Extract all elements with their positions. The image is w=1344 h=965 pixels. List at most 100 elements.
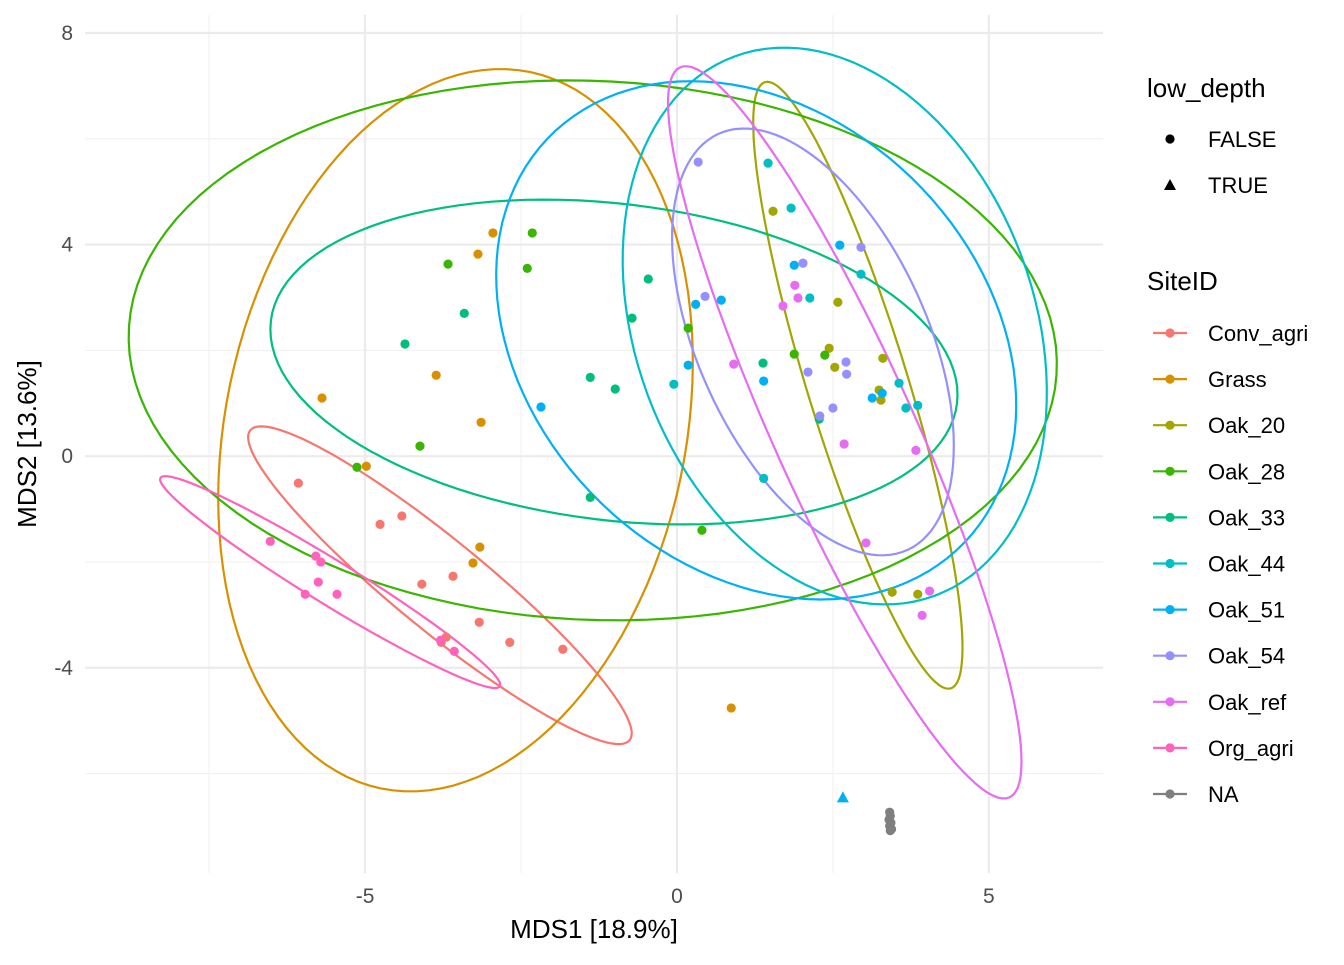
point-org-agri <box>316 557 326 567</box>
point-org-agri <box>332 589 342 599</box>
point-oak-20 <box>876 395 886 405</box>
legend: low_depth FALSE TRUE SiteID Conv_agri Gras… <box>1147 73 1308 807</box>
grid <box>85 15 1103 873</box>
point-oak-33 <box>627 313 637 323</box>
ellipse-oak-44 <box>621 46 1048 606</box>
ellipse-conv-agri <box>246 425 633 746</box>
point-oak-20 <box>878 353 888 363</box>
point-grass <box>488 228 498 238</box>
ellipse-grass <box>217 68 694 793</box>
point-oak-ref <box>861 538 871 548</box>
point-oak-44 <box>805 293 815 303</box>
legend-label-oak-28: Oak_28 <box>1208 459 1285 484</box>
legend-dot-na <box>1165 789 1175 799</box>
ellipse-oak-28 <box>127 79 1058 622</box>
point-oak-44 <box>913 400 923 410</box>
point-oak-28 <box>443 259 453 269</box>
point-grass <box>431 370 441 380</box>
point-oak-54 <box>828 403 838 413</box>
y-axis-ticks: 8 4 0 -4 <box>54 22 73 680</box>
ellipses <box>127 46 1058 800</box>
x-tick-label: 0 <box>671 885 683 908</box>
point-oak-54 <box>842 369 852 379</box>
point-oak-ref <box>790 280 800 290</box>
point-oak-33 <box>459 308 469 318</box>
point-oak-ref <box>911 445 921 455</box>
legend-label-na: NA <box>1208 782 1239 807</box>
point-conv-agri <box>505 637 515 647</box>
legend-label-oak-54: Oak_54 <box>1208 644 1285 669</box>
point-oak-54 <box>841 357 851 367</box>
point-oak-20 <box>830 362 840 372</box>
point-oak-28 <box>789 349 799 359</box>
x-tick-label: 5 <box>983 885 995 908</box>
point-conv-agri <box>558 644 568 654</box>
point-oak-44 <box>669 379 679 389</box>
legend-label-false: FALSE <box>1208 127 1276 152</box>
y-tick-label: 4 <box>61 234 73 257</box>
legend-dot-conv-agri <box>1165 328 1175 338</box>
ellipse-oak-33 <box>269 198 959 526</box>
legend-label-grass: Grass <box>1208 367 1267 392</box>
point-oak-28 <box>415 441 425 451</box>
point-oak-33 <box>400 339 410 349</box>
y-tick-label: 0 <box>61 445 73 468</box>
x-axis-ticks: -5 0 5 <box>356 885 995 908</box>
point-conv-agri <box>474 617 484 627</box>
legend-triangle-icon <box>1164 179 1176 190</box>
point-oak-44 <box>856 269 866 279</box>
y-tick-label: -4 <box>54 657 73 680</box>
legend-label-true: TRUE <box>1208 173 1268 198</box>
point-oak-ref <box>778 301 788 311</box>
legend-dot-oak-28 <box>1165 466 1175 476</box>
point-oak-51 <box>716 295 726 305</box>
point-oak-51 <box>835 240 845 250</box>
legend-dot-oak-ref <box>1165 697 1175 707</box>
legend-dot-org-agri <box>1165 743 1175 753</box>
point-oak-54 <box>856 242 866 252</box>
point-grass <box>468 558 478 568</box>
legend-label-oak-44: Oak_44 <box>1208 552 1285 577</box>
point-org-agri <box>313 577 323 587</box>
legend-dot-oak-51 <box>1165 605 1175 615</box>
ellipse-oak-20 <box>752 80 964 690</box>
legend-dot-oak-54 <box>1165 651 1175 661</box>
ellipse-oak-51 <box>495 80 1018 601</box>
point-oak-28 <box>522 263 532 273</box>
point-oak-20 <box>833 297 843 307</box>
point-oak-51 <box>789 260 799 270</box>
point-grass <box>361 461 371 471</box>
legend-dot-oak-33 <box>1165 512 1175 523</box>
ellipse-oak-54 <box>670 127 955 557</box>
point-oak-ref <box>729 359 739 369</box>
point-conv-agri <box>448 571 458 581</box>
point-oak-28 <box>527 228 537 238</box>
point-oak-51 <box>867 393 877 403</box>
point-oak-51 <box>536 402 546 412</box>
point-oak-20 <box>887 587 897 597</box>
point-oak-54 <box>815 411 825 421</box>
point-grass <box>476 417 486 427</box>
point-oak-28 <box>352 462 362 472</box>
point-oak-33 <box>585 372 595 382</box>
point-grass <box>475 542 485 552</box>
point-oak-44 <box>901 403 911 413</box>
point-oak-20 <box>768 206 778 216</box>
legend-dot-oak-44 <box>1165 558 1175 569</box>
legend-dot-grass <box>1165 374 1175 384</box>
point-oak-ref <box>917 610 927 620</box>
ellipse-org-agri <box>158 475 502 690</box>
point-org-agri <box>300 589 310 599</box>
point-oak-20 <box>824 343 834 353</box>
point-oak-33 <box>610 384 620 394</box>
point-oak-33 <box>643 274 653 284</box>
point-oak-28 <box>683 323 693 333</box>
legend-title-siteid: SiteID <box>1147 266 1218 296</box>
legend-label-org-agri: Org_agri <box>1208 736 1294 761</box>
point-conv-agri <box>417 579 427 589</box>
legend-label-conv-agri: Conv_agri <box>1208 321 1308 346</box>
legend-label-oak-51: Oak_51 <box>1208 598 1285 623</box>
point-oak-54 <box>693 157 703 167</box>
point-oak-33 <box>585 492 595 503</box>
